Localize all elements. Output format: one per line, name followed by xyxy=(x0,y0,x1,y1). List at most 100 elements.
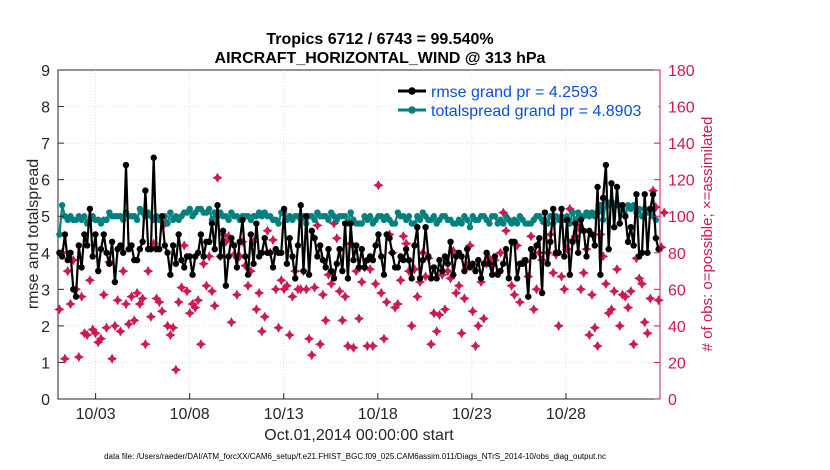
rmse-point xyxy=(150,154,157,161)
obs-assimilated-point xyxy=(578,267,589,279)
obs-assimilated-point xyxy=(126,291,137,302)
rmse-point xyxy=(278,249,285,256)
rmse-point xyxy=(97,245,105,253)
rmse-point xyxy=(236,238,243,246)
obs-assimilated-point xyxy=(76,291,87,302)
rmse-point xyxy=(525,293,532,300)
rmse-point xyxy=(119,249,127,256)
totalspread-point xyxy=(466,223,474,231)
obs-assimilated-point xyxy=(312,220,323,231)
obs-assimilated-point xyxy=(420,271,431,282)
totalspread-point xyxy=(56,231,63,238)
rmse-point xyxy=(480,260,488,267)
rmse-point xyxy=(616,220,623,227)
rmse-point xyxy=(200,253,207,260)
obs-assimilated-point xyxy=(198,258,209,269)
legend: rmse grand pr = 4.2593 totalspread grand… xyxy=(391,79,659,121)
obs-assimilated-point xyxy=(434,309,445,321)
rmse-point xyxy=(267,249,274,256)
rmse-point xyxy=(239,216,246,224)
rmse-point xyxy=(649,191,657,198)
obs-assimilated-point xyxy=(459,293,470,304)
obs-assimilated-point xyxy=(548,267,559,279)
obs-assimilated-point xyxy=(653,295,664,306)
obs-assimilated-point xyxy=(589,322,600,333)
obs-assimilated-point xyxy=(453,280,465,291)
totalspread-point xyxy=(458,220,465,227)
obs-assimilated-point xyxy=(95,333,107,344)
rmse-point xyxy=(67,249,74,256)
rmse-point xyxy=(186,253,193,260)
obs-assimilated-point xyxy=(209,300,220,311)
rmse-point xyxy=(369,256,377,264)
rmse-point xyxy=(641,191,648,198)
rmse-point xyxy=(169,242,177,249)
rmse-point xyxy=(261,234,268,242)
rmse-point xyxy=(172,260,180,267)
obs-assimilated-point xyxy=(556,271,567,282)
obs-assimilated-point xyxy=(467,306,478,317)
rmse-point xyxy=(319,256,327,264)
obs-assimilated-point xyxy=(370,278,381,290)
obs-assimilated-point xyxy=(600,278,612,290)
obs-assimilated-point xyxy=(306,349,317,361)
obs-assimilated-point xyxy=(156,306,168,317)
totalspread-point xyxy=(164,220,171,227)
obs-assimilated-point xyxy=(176,282,187,293)
obs-assimilated-point xyxy=(553,320,564,332)
obs-assimilated-point xyxy=(162,320,173,332)
obs-assimilated-point xyxy=(412,291,423,302)
obs-assimilated-point xyxy=(112,295,123,306)
rmse-point xyxy=(164,249,171,256)
rmse-point xyxy=(469,260,476,267)
y-right-tick-label: 80 xyxy=(668,246,686,263)
obs-assimilated-point xyxy=(334,286,345,297)
rmse-point xyxy=(333,260,341,267)
y-right-tick-label: 120 xyxy=(668,173,695,190)
obs-assimilated-point xyxy=(73,351,84,363)
rmse-point xyxy=(594,183,601,191)
rmse-point xyxy=(513,275,521,282)
y-right-axis: 0 20 40 60 80 100 120 140 160 180 xyxy=(654,63,695,409)
totalspread-point xyxy=(133,216,141,224)
y-left-tick-label: 3 xyxy=(41,282,50,299)
rmse-point xyxy=(488,271,496,278)
rmse-point xyxy=(386,234,393,242)
obs-assimilated-point xyxy=(231,289,243,300)
rmse-point xyxy=(303,213,310,220)
rmse-point xyxy=(217,253,224,260)
rmse-point xyxy=(472,267,479,275)
y-right-tick-label: 60 xyxy=(668,282,686,299)
rmse-point xyxy=(283,260,291,267)
obs-assimilated-point xyxy=(620,291,631,302)
rmse-point xyxy=(106,260,113,267)
rmse-point xyxy=(58,253,66,260)
y-right-tick-label: 140 xyxy=(668,136,695,153)
obs-assimilated-point xyxy=(101,322,112,333)
obs-assimilated-point xyxy=(190,302,201,313)
obs-assimilated-point xyxy=(273,322,284,333)
rmse-point xyxy=(491,253,499,260)
rmse-point xyxy=(463,245,471,253)
obs-assimilated-point xyxy=(625,286,637,297)
totalspread-point xyxy=(405,213,413,220)
rmse-point xyxy=(92,231,99,238)
rmse-series xyxy=(56,154,662,300)
rmse-point xyxy=(555,249,562,256)
rmse-point xyxy=(305,271,313,278)
rmse-point xyxy=(627,223,635,231)
totalspread-point xyxy=(186,205,193,213)
totalspread-point xyxy=(58,202,66,209)
totalspread-point xyxy=(416,216,424,224)
rmse-point xyxy=(219,227,227,235)
rmse-point xyxy=(83,242,91,249)
y-left-tick-label: 1 xyxy=(41,355,50,372)
rmse-point xyxy=(655,245,662,253)
y-left-tick-label: 7 xyxy=(41,136,50,153)
obs-assimilated-point xyxy=(170,364,182,375)
rmse-point xyxy=(497,267,504,275)
obs-assimilated-point xyxy=(84,275,96,286)
rmse-point xyxy=(441,253,449,260)
rmse-point xyxy=(647,205,654,213)
obs-assimilated-point xyxy=(428,307,440,319)
